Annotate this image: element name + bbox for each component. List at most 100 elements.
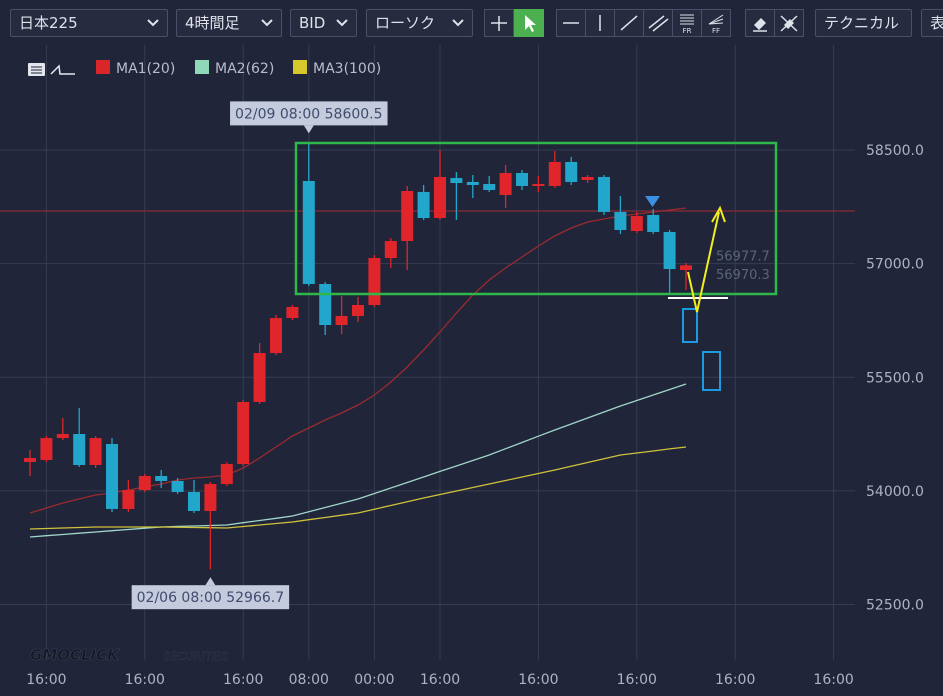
tool-label: FR — [683, 27, 692, 35]
signal-marker — [645, 196, 660, 207]
x-tick-label: 16:00 — [125, 672, 165, 688]
table-button[interactable]: 表 — [921, 9, 943, 37]
technical-button[interactable]: テクニカル — [815, 9, 912, 37]
legend-label: MA3(100) — [313, 61, 381, 77]
candle-body — [466, 181, 479, 185]
legend-swatch — [195, 60, 209, 74]
candle-body — [171, 480, 184, 492]
candle-body — [532, 184, 545, 186]
table: 表 — [930, 14, 943, 32]
legend-swatch — [293, 60, 307, 74]
candle-body — [286, 306, 299, 319]
candle-body — [270, 318, 282, 354]
hline-tool[interactable] — [556, 9, 586, 37]
candle-body — [384, 240, 397, 259]
candle-body — [56, 434, 69, 439]
symbol-select[interactable]: 日本225 — [10, 9, 168, 37]
candle-body — [302, 180, 315, 285]
x-tick-label: 16:00 — [518, 672, 558, 688]
candle-body — [565, 161, 578, 182]
channel-tool[interactable] — [643, 9, 673, 37]
legend-label: MA2(62) — [215, 61, 274, 77]
candle-body — [483, 184, 496, 190]
erase-all-tool[interactable] — [774, 9, 804, 37]
candle-body — [614, 211, 627, 230]
candle-body — [89, 438, 102, 465]
candle-body — [516, 173, 528, 186]
legend-icon — [28, 63, 75, 76]
candle-body — [237, 401, 250, 465]
symbol: 日本225 — [19, 14, 78, 32]
candle-body — [598, 176, 610, 212]
candle-body — [630, 215, 643, 231]
annotation-text: 02/09 08:00 58600.5 — [235, 106, 383, 122]
candle-body — [220, 464, 233, 485]
tool-label: FF — [712, 27, 720, 35]
candle-body — [417, 191, 430, 219]
legend-swatch — [96, 60, 110, 74]
watermark-brand: GMOCLICK — [30, 646, 120, 664]
ff-tool[interactable]: FF — [701, 9, 731, 37]
green-box — [294, 141, 778, 296]
price-type: BID — [299, 14, 326, 32]
candle-body — [155, 475, 168, 481]
chart-style: ローソク — [375, 14, 436, 32]
candle-body — [450, 178, 463, 184]
chart-style-select[interactable]: ローソク — [366, 9, 473, 37]
ma-line — [29, 207, 687, 514]
blue-box — [702, 351, 721, 391]
annotation-text: 02/06 08:00 52966.7 — [137, 590, 285, 606]
cursor-tool[interactable] — [514, 9, 544, 37]
vline-tool[interactable] — [585, 9, 615, 37]
annotation-box — [230, 101, 388, 126]
x-tick-label: 00:00 — [354, 672, 394, 688]
x-tick-label: 16:00 — [715, 672, 755, 688]
candle-body — [138, 475, 151, 490]
candle-body — [499, 173, 512, 195]
timeframe-select[interactable]: 4時間足 — [176, 9, 282, 37]
candle-body — [335, 315, 348, 325]
crosshair-tool[interactable] — [484, 9, 514, 37]
candle-body — [122, 490, 135, 510]
ma-line — [29, 446, 687, 530]
annotation-pointer — [303, 125, 314, 134]
fr-tool[interactable]: FR — [672, 9, 702, 37]
annotation-box — [131, 585, 290, 610]
y-tick-label: 52500.0 — [866, 598, 924, 614]
plot: 52500.0 54000.0 55500.0 57000.0 58500.0 16:00… — [0, 45, 924, 688]
y-tick-label: 54000.0 — [866, 484, 924, 500]
annotation-pointer — [205, 577, 216, 586]
x-tick-label: 16:00 — [420, 672, 460, 688]
candle-body — [319, 284, 332, 325]
candle-body — [663, 231, 676, 270]
candle-body — [368, 258, 381, 305]
candle-body — [24, 458, 36, 462]
y-tick-label: 58500.0 — [866, 143, 924, 159]
candle-body — [352, 305, 364, 316]
blue-box — [682, 308, 698, 343]
candle-body — [548, 161, 561, 186]
drawings — [28, 63, 778, 391]
y-tick-label: 57000.0 — [866, 257, 924, 273]
x-tick-label: 16:00 — [617, 672, 657, 688]
legend-label: MA1(20) — [116, 61, 175, 77]
candle-body — [73, 434, 86, 465]
labels: GMOCLICK SECURITIES — [30, 646, 229, 665]
candle-body — [188, 491, 200, 511]
x-tick-label: 16:00 — [223, 672, 263, 688]
technical: テクニカル — [824, 14, 900, 32]
eraser-tool[interactable] — [745, 9, 775, 37]
candle-body — [401, 190, 414, 241]
trend-tool[interactable] — [614, 9, 644, 37]
candle-body — [106, 444, 118, 510]
x-tick-label: 16:00 — [26, 672, 66, 688]
ma-line — [29, 383, 687, 538]
price-type-select[interactable]: BID — [290, 9, 357, 37]
candle-body — [253, 353, 266, 402]
arrow-head — [711, 205, 726, 223]
candle-body — [581, 176, 594, 180]
candle-body — [680, 265, 692, 270]
last-price-label: 56977.7 — [716, 249, 770, 264]
